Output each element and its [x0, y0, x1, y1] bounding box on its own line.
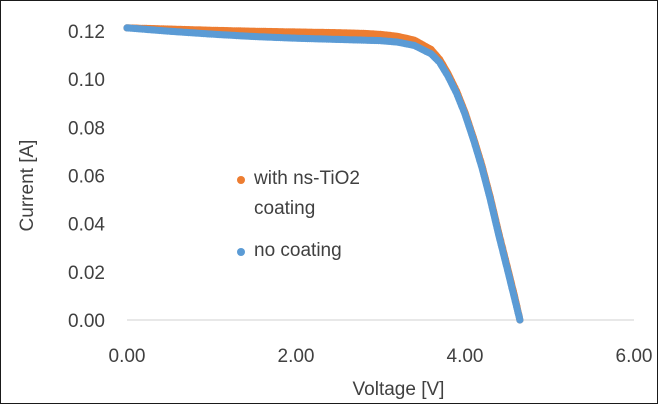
x-axis-title: Voltage [V] — [353, 379, 445, 400]
x-tick-label: 2.00 — [278, 346, 315, 367]
x-tick-label: 4.00 — [447, 346, 484, 367]
x-tick-label: 6.00 — [616, 346, 653, 367]
y-tick-labels: 0.00 0.02 0.04 0.06 0.08 0.10 0.12 — [68, 22, 105, 332]
x-tick-label: 0.00 — [109, 346, 146, 367]
y-tick-label: 0.12 — [68, 22, 105, 43]
data-point — [516, 316, 524, 324]
legend-label: with ns-TiO2 — [253, 168, 360, 189]
y-tick-label: 0.02 — [68, 263, 105, 284]
series-no-coating — [123, 24, 524, 324]
y-tick-label: 0.04 — [68, 215, 105, 236]
y-tick-label: 0.06 — [68, 167, 105, 188]
y-tick-label: 0.08 — [68, 118, 105, 139]
legend-label: coating — [254, 198, 315, 219]
y-tick-label: 0.10 — [68, 70, 105, 91]
legend-label: no coating — [254, 240, 342, 261]
y-tick-label: 0.00 — [68, 311, 105, 332]
legend: with ns-TiO2 coating no coating — [237, 168, 360, 261]
legend-marker — [237, 176, 245, 184]
legend-marker — [237, 248, 245, 256]
y-axis-title: Current [A] — [17, 140, 38, 232]
x-tick-labels: 0.00 2.00 4.00 6.00 — [109, 346, 653, 367]
series-layer — [123, 24, 524, 324]
